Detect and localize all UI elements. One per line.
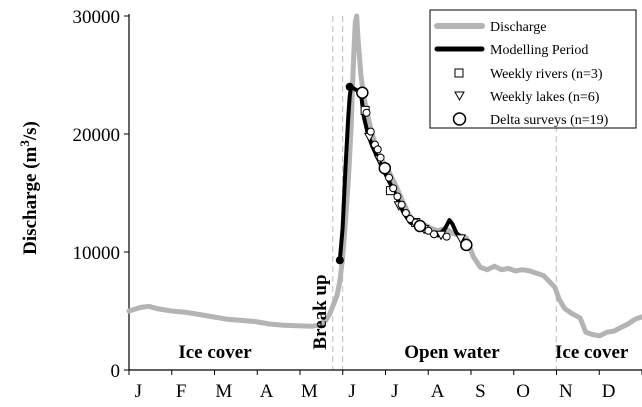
marker-delta-survey — [424, 226, 433, 235]
season-label-ice-cover-2: Ice cover — [555, 342, 629, 363]
marker-delta-survey — [460, 238, 473, 252]
legend-label-delta-surveys: Delta surveys (n=19) — [490, 113, 609, 128]
legend-label-weekly-rivers: Weekly rivers (n=3) — [490, 67, 603, 82]
x-tick-label: A — [260, 381, 274, 402]
modelling-period-endpoint — [335, 256, 344, 265]
marker-delta-survey — [378, 161, 392, 175]
y-tick-label: 10000 — [73, 243, 121, 264]
y-tick-label: 0 — [111, 361, 121, 382]
y-axis-label: Discharge (m3/s) — [17, 121, 41, 255]
x-tick-label: S — [475, 381, 486, 402]
marker-delta-survey — [442, 232, 451, 241]
marker-delta-survey — [373, 145, 382, 154]
legend-label-discharge: Discharge — [490, 20, 547, 35]
marker-delta-survey — [389, 184, 398, 193]
marker-delta-survey — [356, 86, 369, 99]
marker-delta-survey — [406, 214, 415, 223]
x-tick-label: J — [135, 381, 142, 402]
legend-marker-circle — [452, 112, 467, 126]
legend-label-modelling-period: Modelling Period — [490, 43, 588, 58]
legend-marker-square — [454, 68, 464, 78]
marker-delta-survey — [397, 200, 406, 209]
marker-delta-survey — [376, 153, 385, 162]
legend-box — [429, 9, 637, 129]
modelling-period-endpoint — [345, 82, 354, 91]
season-label-open-water: Open water — [404, 342, 500, 363]
axes: 0 10000 20000 30000 J F M A M J J A S O N D — [73, 7, 642, 402]
marker-delta-survey — [429, 230, 438, 239]
marker-weekly-lake — [455, 234, 467, 244]
y-axis-label-sup: 3 — [17, 140, 32, 147]
marker-delta-survey — [362, 108, 371, 117]
legend: Discharge Modelling Period Weekly rivers… — [429, 9, 637, 129]
x-tick-label: F — [176, 381, 187, 402]
season-label-break-up: Break up — [310, 274, 331, 349]
y-tick-label: 20000 — [73, 125, 121, 146]
x-tick-label: J — [391, 381, 398, 402]
marker-delta-survey — [366, 127, 375, 136]
x-tick-label: N — [559, 381, 573, 402]
y-tick-label: 30000 — [73, 7, 121, 28]
x-tick-label: M — [215, 381, 232, 402]
series-layer — [126, 13, 642, 339]
y-axis-label-end: /s) — [20, 121, 41, 141]
x-tick-label: O — [516, 381, 530, 402]
x-tick-label: A — [431, 381, 445, 402]
x-tick-label: M — [301, 381, 318, 402]
marker-delta-survey — [385, 173, 394, 182]
marker-delta-survey — [413, 219, 427, 233]
season-label-ice-cover-1: Ice cover — [178, 342, 252, 363]
legend-marker-triangle — [454, 91, 465, 102]
marker-delta-survey — [393, 192, 402, 201]
legend-label-weekly-lakes: Weekly lakes (n=6) — [490, 90, 600, 105]
marker-delta-survey — [401, 209, 410, 218]
x-tick-label: D — [602, 381, 616, 402]
x-tick-label: J — [348, 381, 355, 402]
